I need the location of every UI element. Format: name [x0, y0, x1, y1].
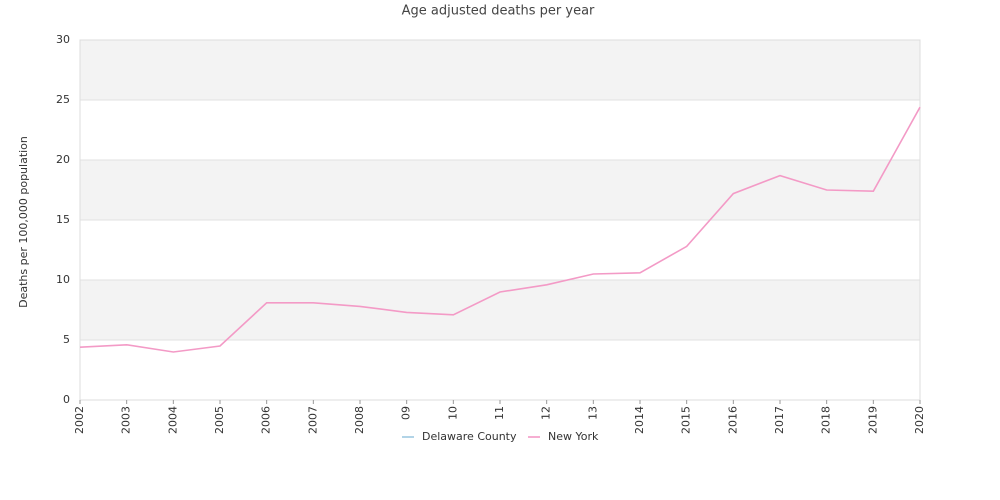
x-tick-label: 2019: [866, 406, 879, 434]
x-tick-label: 11: [493, 406, 506, 420]
x-tick-label: 2008: [353, 406, 366, 434]
y-tick-label: 15: [56, 213, 70, 226]
x-tick-label: 2017: [773, 406, 786, 434]
y-tick-label: 30: [56, 33, 70, 46]
x-tick-label: 12: [540, 406, 553, 420]
x-tick-label: 13: [586, 406, 599, 420]
y-tick-label: 5: [63, 333, 70, 346]
y-tick-label: 25: [56, 93, 70, 106]
x-tick-label: 10: [446, 406, 459, 420]
x-tick-label: 2002: [73, 406, 86, 434]
x-tick-label: 09: [400, 406, 413, 420]
y-axis-label: Deaths per 100,000 population: [17, 136, 30, 308]
legend-label: New York: [548, 430, 599, 443]
x-tick-label: 2018: [820, 406, 833, 434]
x-tick-label: 2006: [260, 406, 273, 434]
grid-band: [80, 160, 920, 220]
chart-title: Age adjusted deaths per year: [402, 4, 595, 19]
legend-label: Delaware County: [422, 430, 517, 443]
grid-band: [80, 40, 920, 100]
x-tick-label: 2016: [726, 406, 739, 434]
series-line: [79, 106, 921, 353]
y-tick-label: 0: [63, 393, 70, 406]
x-tick-label: 2007: [306, 406, 319, 434]
x-tick-label: 2020: [913, 406, 926, 434]
y-tick-label: 10: [56, 273, 70, 286]
x-tick-label: 2014: [633, 406, 646, 434]
x-tick-label: 2015: [680, 406, 693, 434]
grid-band: [80, 280, 920, 340]
x-tick-label: 2005: [213, 406, 226, 434]
x-tick-label: 2004: [166, 406, 179, 434]
x-tick-label: 2003: [120, 406, 133, 434]
y-tick-label: 20: [56, 153, 70, 166]
